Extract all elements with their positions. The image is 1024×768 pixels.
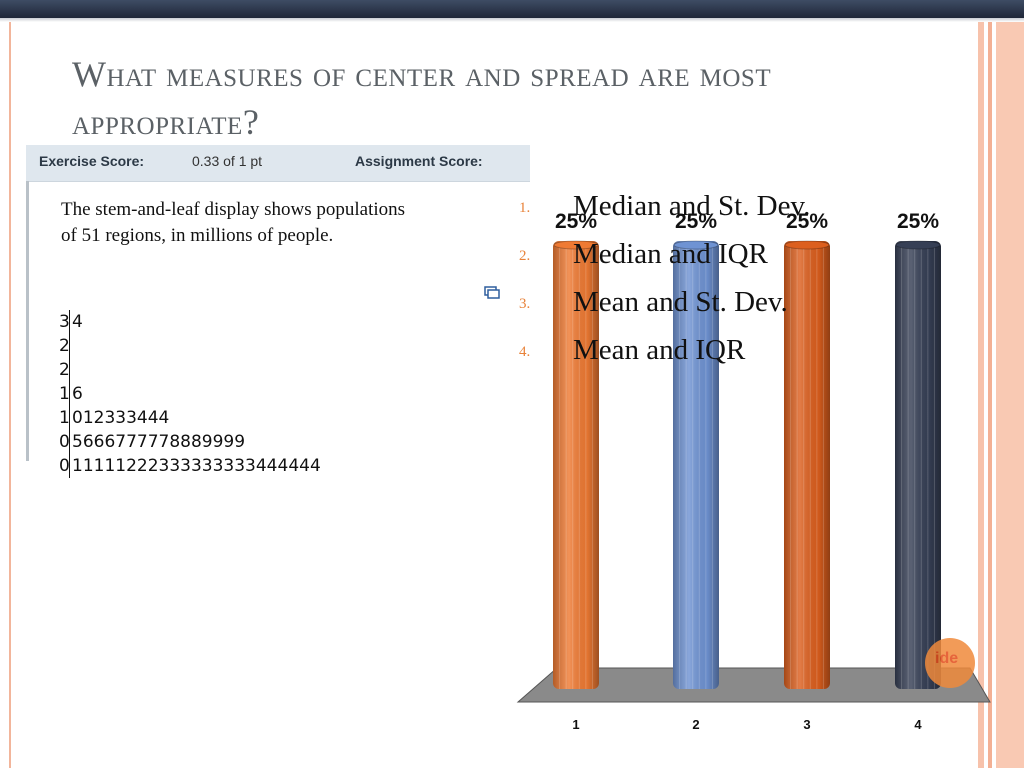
- slide-title-line2: appropriate?: [72, 102, 260, 142]
- right-border-band: [978, 22, 984, 768]
- option-text: Median and St. Dev.: [573, 190, 811, 222]
- stem-value: 3: [59, 312, 70, 332]
- watermark-text: ide: [935, 650, 959, 667]
- left-border-stripe: [9, 22, 11, 768]
- bar-chart-svg: 25% 1 25% 2 25% 3 25% 4: [516, 210, 991, 732]
- x-tick-label: 3: [803, 717, 810, 732]
- stem-value: 2: [59, 360, 70, 380]
- x-tick-label: 1: [572, 717, 579, 732]
- slide-title: What measures of center and spread are m…: [72, 50, 992, 146]
- slide-title-line1: What measures of center and spread are m…: [72, 54, 772, 94]
- stem-value: 2: [59, 336, 70, 356]
- exercise-prompt: The stem-and-leaf display shows populati…: [61, 197, 501, 249]
- stem-value: 1: [59, 408, 70, 428]
- right-border-band: [996, 22, 1024, 768]
- score-header: Exercise Score: 0.33 of 1 pt Assignment …: [26, 145, 530, 182]
- bar-shading: [895, 241, 941, 689]
- right-border-band: [988, 22, 992, 768]
- data-label: 25%: [675, 210, 717, 233]
- watermark-badge: ide: [925, 638, 975, 688]
- exercise-screenshot: Exercise Score: 0.33 of 1 pt Assignment …: [26, 145, 530, 768]
- option-number: 3.: [519, 296, 531, 312]
- stem-value: 1: [59, 384, 70, 404]
- leaf-values: 4: [72, 312, 83, 332]
- leaf-values: 5666777778889999: [72, 432, 246, 452]
- bar-shading: [553, 241, 599, 689]
- stem-and-leaf-display: 3 4 2 2 1 6 1 012333444 0 5666777778889999 0 111112…: [59, 310, 321, 478]
- bar-shading: [673, 241, 719, 689]
- bar-top-cap: [673, 240, 719, 250]
- option-number: 4.: [519, 344, 531, 360]
- data-label: 25%: [786, 210, 828, 233]
- stem-leaf-row: 2: [59, 334, 321, 358]
- option-number: 1.: [519, 200, 531, 216]
- data-label: 25%: [555, 210, 597, 233]
- bar-shading: [784, 241, 830, 689]
- data-label: 25%: [897, 210, 939, 233]
- option-2[interactable]: 2. Median and IQR: [515, 236, 915, 284]
- option-3[interactable]: 3. Mean and St. Dev.: [515, 284, 915, 332]
- leaf-values: 6: [72, 384, 83, 404]
- x-tick-label: 2: [692, 717, 699, 732]
- prompt-line: of 51 regions, in millions of people.: [61, 225, 334, 246]
- option-4[interactable]: 4. Mean and IQR: [515, 332, 915, 380]
- option-1[interactable]: 1. Median and St. Dev.: [515, 188, 915, 236]
- prompt-line: The stem-and-leaf display shows populati…: [61, 199, 406, 220]
- exercise-score-label: Exercise Score:: [39, 153, 145, 169]
- stem-value: 0: [59, 456, 70, 476]
- assignment-score-label: Assignment Score:: [355, 153, 483, 169]
- bar-top-cap: [553, 240, 599, 250]
- stem-leaf-divider: [69, 310, 70, 478]
- stem-value: 0: [59, 432, 70, 452]
- option-number: 2.: [519, 248, 531, 264]
- stem-leaf-row: 1 012333444: [59, 406, 321, 430]
- option-text: Mean and St. Dev.: [573, 286, 788, 318]
- response-chart: 25% 1 25% 2 25% 3 25% 4: [515, 195, 995, 755]
- x-tick-label: 4: [914, 717, 922, 732]
- answer-options: 1. Median and St. Dev. 2. Median and IQR…: [515, 188, 915, 380]
- option-text: Mean and IQR: [573, 334, 746, 366]
- stem-leaf-row: 0 11111222333333333444444: [59, 454, 321, 478]
- exercise-score-value: 0.33 of 1 pt: [192, 153, 263, 169]
- bar-top-cap: [895, 240, 941, 250]
- option-text: Median and IQR: [573, 238, 768, 270]
- screenshot-edge: [26, 181, 29, 461]
- stem-leaf-row: 0 5666777778889999: [59, 430, 321, 454]
- top-bar: [0, 0, 1024, 18]
- popout-icon[interactable]: [484, 286, 500, 300]
- bar-top-cap: [784, 240, 830, 250]
- leaf-values: 012333444: [72, 408, 170, 428]
- leaf-values: 11111222333333333444444: [72, 456, 321, 476]
- stem-leaf-row: 2: [59, 358, 321, 382]
- top-bar-shadow: [0, 18, 1024, 22]
